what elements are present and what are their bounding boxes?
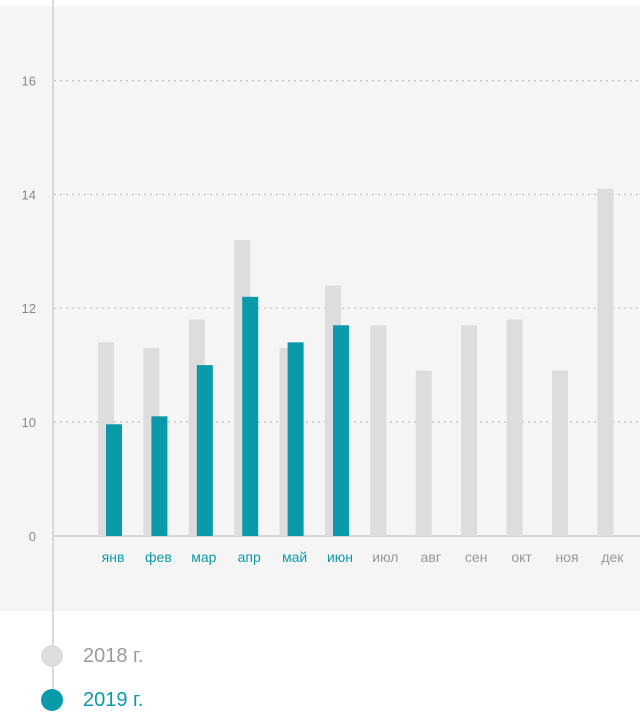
y-tick-label: 12 — [22, 301, 36, 316]
legend-label-2019: 2019 г. — [83, 688, 144, 711]
x-tick-label: мар — [191, 549, 216, 565]
x-tick-label: июл — [372, 549, 398, 565]
bar-2018 — [552, 370, 568, 536]
x-tick-label: июн — [327, 549, 353, 565]
bar-2019 — [106, 424, 122, 536]
bar-2018 — [370, 325, 387, 536]
bar-chart: 0 10 12 14 16 янв фев мар апр май июн июл авг сен окт н… — [22, 74, 640, 565]
y-tick-label: 10 — [22, 415, 36, 430]
legend-item-2019[interactable]: 2019 г. — [41, 678, 143, 722]
x-tick-label: дек — [601, 549, 624, 565]
timeline-line — [52, 0, 54, 706]
bar-2019 — [287, 342, 304, 536]
bar-2019 — [333, 325, 349, 536]
bar-2019 — [196, 365, 213, 536]
x-tick-label: май — [282, 549, 307, 565]
legend-item-2018[interactable]: 2018 г. — [41, 634, 143, 678]
y-tick-label: 16 — [22, 74, 36, 89]
legend: 2018 г. 2019 г. — [41, 634, 143, 722]
y-tick-label: 0 — [29, 529, 36, 544]
x-tick-label: ноя — [555, 549, 578, 565]
legend-dot-2018 — [41, 645, 63, 667]
x-tick-label: окт — [511, 549, 532, 565]
x-tick-label: сен — [465, 549, 488, 565]
x-tick-label: фев — [145, 549, 172, 565]
bar-2018 — [415, 370, 432, 536]
bar-2018 — [506, 319, 523, 536]
x-tick-label: апр — [238, 549, 261, 565]
bar-2019 — [151, 416, 168, 536]
legend-dot-2019 — [41, 689, 63, 711]
bar-2019 — [242, 296, 259, 536]
bar-2018 — [597, 188, 614, 536]
bar-2018 — [461, 325, 478, 536]
x-tick-label: янв — [102, 549, 125, 565]
legend-label-2018: 2018 г. — [83, 644, 144, 667]
x-tick-label: авг — [421, 549, 441, 565]
y-tick-label: 14 — [22, 187, 36, 202]
